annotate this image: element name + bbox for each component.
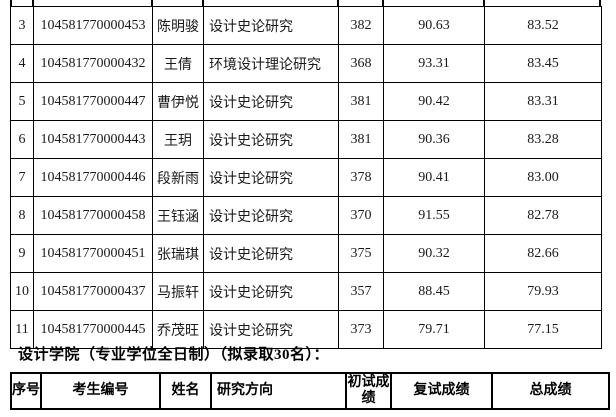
cell-total-score: 83.31 (484, 82, 602, 121)
cell-name: 王玥 (152, 120, 204, 159)
cell-direction: 设计史论研究 (203, 310, 339, 349)
cell-name: 马振轩 (152, 272, 204, 311)
cell-total-score: 83.45 (484, 44, 602, 83)
cell-initial-score: 375 (338, 234, 384, 273)
header-name: 姓名 (159, 372, 212, 410)
cell-direction: 设计史论研究 (203, 82, 339, 121)
header-no: 序号 (10, 372, 42, 410)
cell-name: 乔茂旺 (152, 310, 204, 349)
cell-total-score: 83.28 (484, 120, 602, 159)
cell-retest-score: 90.32 (383, 234, 485, 273)
cell-candidate-id: 104581770000451 (33, 234, 153, 273)
table-row: 11 104581770000445 乔茂旺 设计史论研究 373 79.71 77.15 (10, 310, 602, 349)
cell-direction: 设计史论研究 (203, 120, 339, 159)
cell-total-score: 83.00 (484, 158, 602, 197)
table-border-stub (151, 0, 153, 7)
cell-total-score: 83.52 (484, 6, 602, 45)
cell-candidate-id: 104581770000437 (33, 272, 153, 311)
cell-no: 9 (10, 234, 34, 273)
cell-no: 7 (10, 158, 34, 197)
table-row: 3 104581770000453 陈明骏 设计史论研究 382 90.63 83.52 (10, 6, 602, 45)
section-heading: 设计学院（专业学位全日制）（拟录取30名）： (18, 347, 330, 363)
cell-no: 3 (10, 6, 34, 45)
cell-retest-score: 90.36 (383, 120, 485, 159)
table-row: 7 104581770000446 段新雨 设计史论研究 378 90.41 83.00 (10, 158, 602, 197)
cell-direction: 设计史论研究 (203, 196, 339, 235)
cell-name: 张瑞琪 (152, 234, 204, 273)
header-retest-score: 复试成绩 (390, 372, 493, 410)
cell-no: 8 (10, 196, 34, 235)
table-row: 8 104581770000458 王钰涵 设计史论研究 370 91.55 82.78 (10, 196, 602, 235)
admission-results-table: 3 104581770000453 陈明骏 设计史论研究 382 90.63 83.52 4 1… (10, 6, 602, 349)
cell-initial-score: 381 (338, 120, 384, 159)
table-border-stub (202, 0, 204, 7)
table-row: 5 104581770000447 曹伊悦 设计史论研究 381 90.42 83.31 (10, 82, 602, 121)
cell-name: 段新雨 (152, 158, 204, 197)
cell-retest-score: 90.63 (383, 6, 485, 45)
cell-candidate-id: 104581770000432 (33, 44, 153, 83)
cell-total-score: 79.93 (484, 272, 602, 311)
cell-initial-score: 382 (338, 6, 384, 45)
cell-initial-score: 373 (338, 310, 384, 349)
cell-name: 王倩 (152, 44, 204, 83)
cell-candidate-id: 104581770000447 (33, 82, 153, 121)
cell-total-score: 77.15 (484, 310, 602, 349)
table-border-stub (32, 0, 34, 7)
cell-direction: 环境设计理论研究 (203, 44, 339, 83)
table-border-stub (10, 0, 12, 7)
header-initial-score: 初试成绩 (345, 372, 392, 410)
header-direction: 研究方向 (210, 372, 347, 410)
cell-initial-score: 378 (338, 158, 384, 197)
table-border-stub (599, 0, 601, 7)
cell-initial-score: 381 (338, 82, 384, 121)
cell-retest-score: 88.45 (383, 272, 485, 311)
cell-retest-score: 79.71 (383, 310, 485, 349)
cell-initial-score: 368 (338, 44, 384, 83)
cell-candidate-id: 104581770000458 (33, 196, 153, 235)
cell-candidate-id: 104581770000443 (33, 120, 153, 159)
table-row: 4 104581770000432 王倩 环境设计理论研究 368 93.31 83.45 (10, 44, 602, 83)
cell-direction: 设计史论研究 (203, 6, 339, 45)
cell-direction: 设计史论研究 (203, 272, 339, 311)
cell-candidate-id: 104581770000453 (33, 6, 153, 45)
cell-name: 王钰涵 (152, 196, 204, 235)
cell-direction: 设计史论研究 (203, 234, 339, 273)
cell-candidate-id: 104581770000445 (33, 310, 153, 349)
cell-candidate-id: 104581770000446 (33, 158, 153, 197)
cell-no: 5 (10, 82, 34, 121)
cell-no: 10 (10, 272, 34, 311)
header-candidate-id: 考生编号 (40, 372, 161, 410)
cell-no: 4 (10, 44, 34, 83)
cell-no: 6 (10, 120, 34, 159)
cell-direction: 设计史论研究 (203, 158, 339, 197)
cell-name: 陈明骏 (152, 6, 204, 45)
results-table-body: 3 104581770000453 陈明骏 设计史论研究 382 90.63 83.52 4 1… (10, 6, 602, 349)
table-row: 10 104581770000437 马振轩 设计史论研究 357 88.45 79.93 (10, 272, 602, 311)
table-row: 6 104581770000443 王玥 设计史论研究 381 90.36 83.28 (10, 120, 602, 159)
cell-retest-score: 91.55 (383, 196, 485, 235)
cell-total-score: 82.66 (484, 234, 602, 273)
table-border-stub (483, 0, 485, 7)
next-section-table: 序号 考生编号 姓名 研究方向 初试成绩 复试成绩 总成绩 (10, 372, 610, 410)
cell-retest-score: 90.42 (383, 82, 485, 121)
cell-retest-score: 90.41 (383, 158, 485, 197)
cell-initial-score: 357 (338, 272, 384, 311)
table-row: 9 104581770000451 张瑞琪 设计史论研究 375 90.32 82.66 (10, 234, 602, 273)
table-border-stub (337, 0, 339, 7)
cell-retest-score: 93.31 (383, 44, 485, 83)
header-row: 序号 考生编号 姓名 研究方向 初试成绩 复试成绩 总成绩 (10, 372, 610, 410)
cell-total-score: 82.78 (484, 196, 602, 235)
table-border-stub (382, 0, 384, 7)
header-total-score: 总成绩 (491, 372, 610, 410)
cell-name: 曹伊悦 (152, 82, 204, 121)
cell-initial-score: 370 (338, 196, 384, 235)
